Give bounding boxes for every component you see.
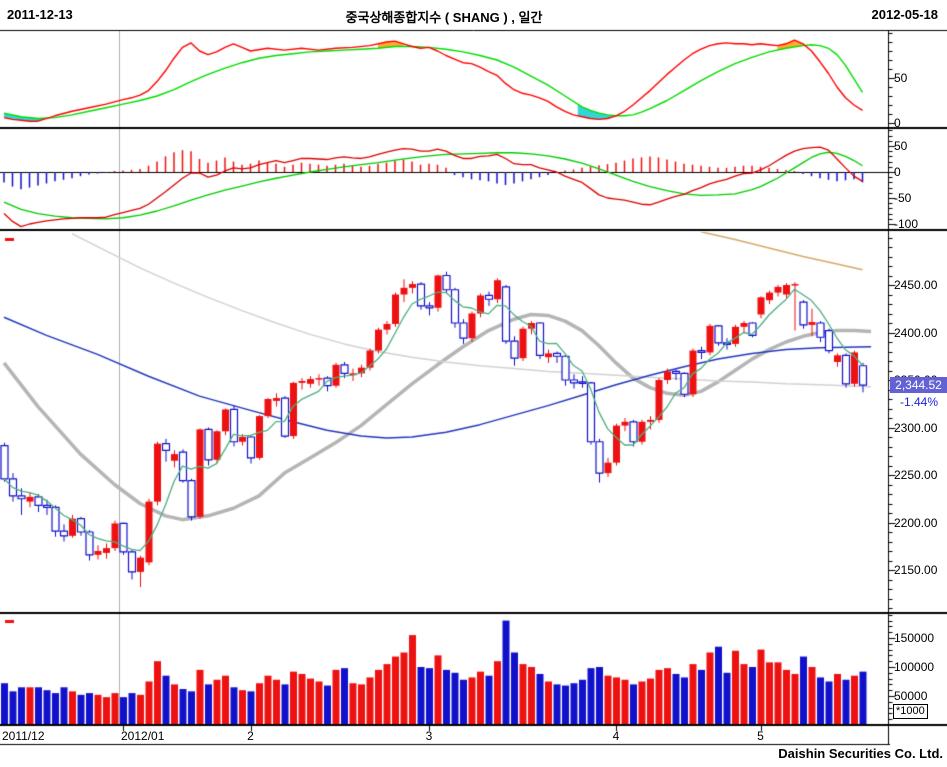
x-axis-tick-label: 2011/12 [2,729,45,743]
y-axis-tick-label: 0 [894,165,901,179]
y-axis-tick-label: 0 [894,116,901,130]
range-end-date: 2012-05-18 [871,7,939,22]
volume-unit-box: *1000 [893,704,928,719]
y-axis-tick-label: 50000 [894,689,928,703]
broker-credit: Daishin Securities Co. Ltd. [778,746,943,761]
y-axis-tick-label: -50 [894,191,912,205]
range-start-date: 2011-12-13 [7,7,73,22]
last-price-badge: 2,344.52 [890,377,947,393]
y-axis-tick-label: 2400.00 [894,325,938,340]
y-axis-tick-label: -100 [894,217,919,231]
chart-title: 중국상해종합지수 ( SHANG ) , 일간 [345,10,543,25]
y-axis-tick-label: 2150.00 [894,563,938,577]
y-axis-tick-label: 50 [894,139,908,153]
y-axis-tick-label: 2250.00 [894,468,938,482]
x-axis-tick-label: 2012/01 [121,729,165,743]
y-axis-tick-label: 2200.00 [894,515,938,530]
daily-change-percent: -1.44% [899,395,938,409]
y-axis-tick-label: 50 [894,71,908,85]
y-axis-tick-label: 2300.00 [894,420,938,435]
x-axis-tick-label: 2 [247,729,254,743]
x-axis-tick-label: 5 [757,729,764,743]
x-axis-tick-label: 3 [425,729,433,743]
y-axis-tick-label: 2450.00 [894,278,938,292]
y-axis-tick-label: 150000 [894,631,935,645]
x-axis-tick-label: 4 [612,729,620,743]
y-axis-tick-label: 100000 [894,660,935,674]
